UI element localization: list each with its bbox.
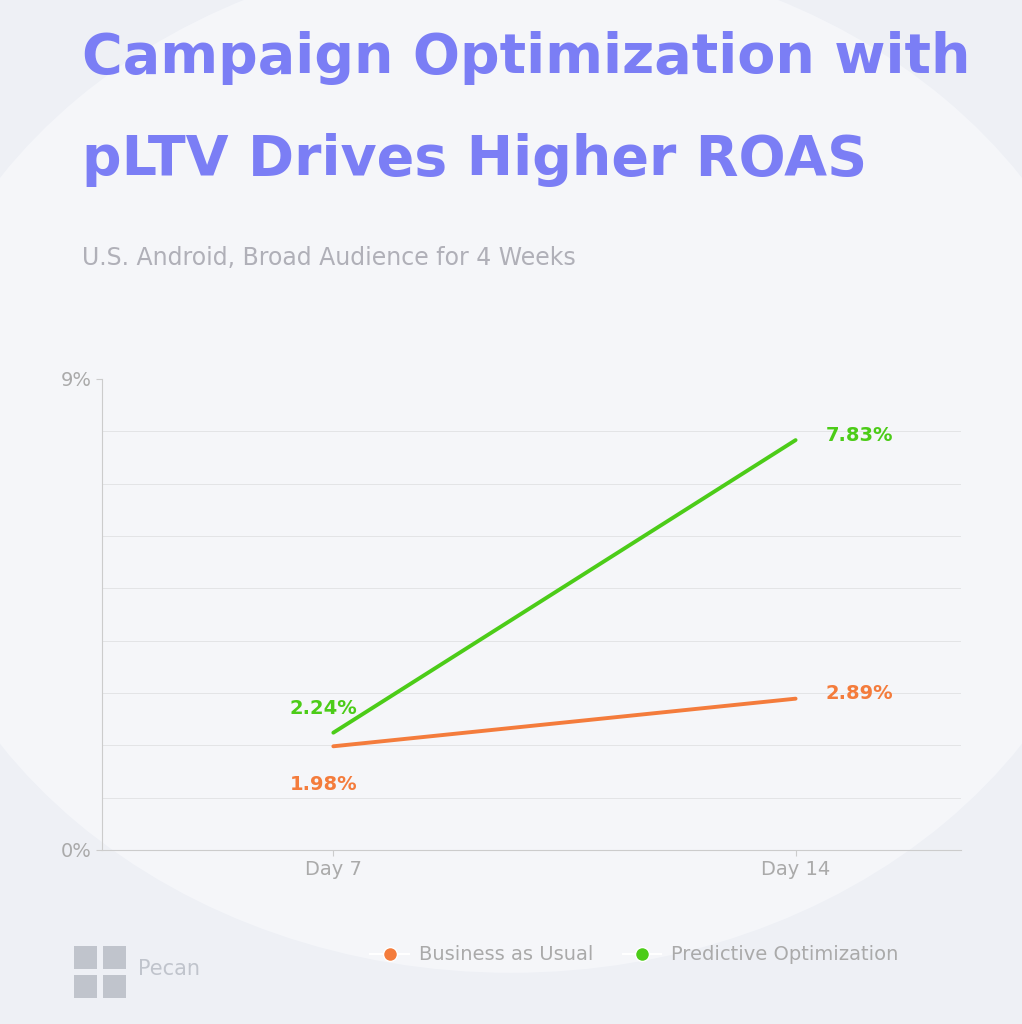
- Bar: [74, 975, 97, 998]
- Text: U.S. Android, Broad Audience for 4 Weeks: U.S. Android, Broad Audience for 4 Weeks: [82, 246, 575, 269]
- Bar: [103, 975, 127, 998]
- Legend: Business as Usual, Predictive Optimization: Business as Usual, Predictive Optimizati…: [363, 938, 907, 972]
- Text: 7.83%: 7.83%: [826, 426, 893, 445]
- Text: 1.98%: 1.98%: [289, 775, 358, 794]
- Ellipse shape: [0, 0, 1022, 973]
- Text: Campaign Optimization with: Campaign Optimization with: [82, 31, 970, 85]
- Bar: [103, 945, 127, 969]
- Text: pLTV Drives Higher ROAS: pLTV Drives Higher ROAS: [82, 133, 867, 187]
- Text: 2.89%: 2.89%: [826, 684, 893, 702]
- Text: 2.24%: 2.24%: [289, 699, 358, 718]
- Text: Pecan: Pecan: [138, 958, 200, 979]
- Bar: [74, 945, 97, 969]
